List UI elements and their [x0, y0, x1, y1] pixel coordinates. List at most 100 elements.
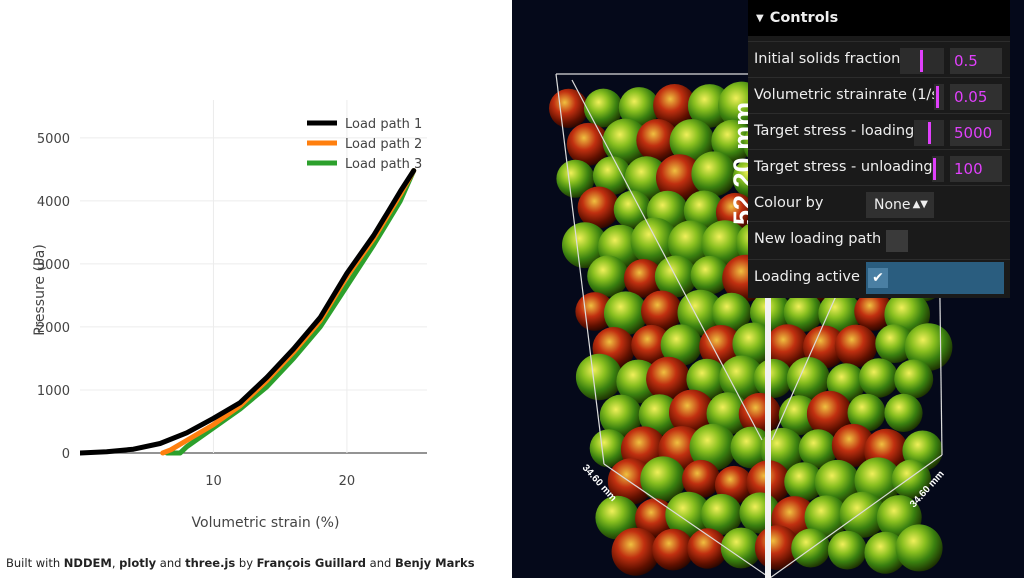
particle-sphere	[562, 222, 608, 269]
particle-sphere	[689, 423, 737, 471]
footer-text: by	[235, 556, 257, 570]
slider-knob[interactable]	[933, 158, 936, 180]
volumetric-strainrate-slider[interactable]	[934, 84, 944, 110]
particle-sphere	[701, 220, 749, 268]
particle-sphere	[720, 527, 762, 569]
particle-sphere	[831, 423, 875, 468]
particle-sphere	[699, 325, 743, 369]
colour-by-row: Colour by None ▲▼	[748, 185, 1010, 222]
slider-knob[interactable]	[928, 122, 931, 144]
target-stress-loading-label: Target stress - loading	[754, 123, 915, 139]
new-loading-path-checkbox[interactable]	[886, 230, 908, 252]
particle-sphere	[549, 88, 589, 128]
particle-sphere	[587, 255, 629, 297]
particle-sphere	[638, 394, 681, 436]
loading-active-label: Loading active	[754, 269, 860, 285]
target-stress-unloading-label: Target stress - unloading	[754, 159, 933, 175]
particle-sphere	[577, 186, 620, 229]
particle-sphere	[640, 456, 686, 502]
particle-sphere	[656, 154, 703, 202]
particle-sphere	[583, 88, 623, 128]
nddem-link[interactable]: NDDEM	[63, 556, 112, 570]
y-tick-label: 1000	[37, 384, 70, 399]
particle-sphere	[575, 353, 623, 401]
particle-sphere	[646, 356, 691, 401]
particle-sphere	[631, 324, 672, 366]
particle-sphere	[854, 291, 893, 331]
particle-sphere	[635, 498, 676, 539]
particle-sphere	[668, 220, 714, 267]
height-axis-bar	[765, 70, 771, 578]
particle-sphere	[875, 324, 915, 363]
particle-sphere	[556, 159, 595, 198]
series-line-3	[164, 168, 417, 456]
footer-text: ,	[111, 556, 120, 570]
initial-solids-fraction-slider[interactable]	[900, 48, 944, 74]
series-line-1	[80, 168, 417, 456]
particle-sphere	[618, 87, 660, 128]
particle-sphere	[784, 462, 824, 502]
particle-sphere	[687, 528, 728, 569]
footer-text: and	[156, 556, 186, 570]
particle-sphere	[701, 493, 743, 536]
target-stress-loading-row: Target stress - loading 5000	[748, 113, 1010, 150]
footer-text: Built with	[6, 556, 64, 570]
x-tick-label: 20	[339, 474, 356, 489]
particle-sphere	[653, 84, 697, 127]
particle-sphere	[814, 459, 860, 505]
particle-sphere	[630, 217, 679, 266]
footer-text: and	[366, 556, 395, 570]
new-loading-path-row: New loading path	[748, 221, 1010, 258]
pressure-strain-chart: 0 1000 2000 3000 4000 5000 10 20 Pressure (Pa) Vo…	[32, 100, 427, 531]
particle-sphere	[786, 357, 830, 400]
y-tick-label: 4000	[37, 195, 70, 210]
chart-pane: 0 1000 2000 3000 4000 5000 10 20 Pressure (Pa) Vo…	[6, 100, 475, 570]
particle-sphere	[669, 389, 715, 436]
y-tick-label: 5000	[37, 132, 70, 147]
credits-footer: Built with NDDEM, plotly and three.js by…	[6, 556, 475, 570]
threejs-link[interactable]: three.js	[185, 556, 236, 570]
loading-active-highlight	[866, 262, 1004, 294]
controls-panel: ▼ Controls Initial solids fraction 0.5 Vo…	[748, 0, 1010, 298]
loading-active-checkbox[interactable]: ✔	[868, 268, 888, 288]
y-tick-label: 2000	[37, 321, 70, 336]
target-stress-unloading-slider[interactable]	[932, 156, 944, 182]
particle-sphere	[665, 491, 712, 538]
particle-sphere	[686, 358, 728, 400]
particle-sphere	[732, 322, 776, 366]
particle-sphere	[884, 393, 923, 432]
target-stress-unloading-input[interactable]: 100	[950, 156, 1002, 182]
particle-sphere	[858, 358, 899, 398]
particle-sphere	[589, 429, 628, 468]
particle-sphere	[791, 528, 831, 568]
particle-sphere	[895, 524, 943, 572]
legend-entry[interactable]: Load path 2	[345, 137, 422, 152]
particle-sphere	[592, 156, 632, 196]
particle-sphere	[864, 531, 907, 574]
series-group	[80, 168, 417, 456]
slider-knob[interactable]	[936, 86, 939, 108]
volumetric-strainrate-input[interactable]: 0.05	[950, 84, 1002, 110]
plotly-link[interactable]: plotly	[119, 556, 157, 570]
initial-solids-fraction-label: Initial solids fraction	[754, 51, 901, 67]
initial-solids-fraction-row: Initial solids fraction 0.5	[748, 41, 1010, 78]
colour-by-select[interactable]: None ▲▼	[866, 192, 934, 218]
controls-header[interactable]: ▼ Controls	[748, 0, 1010, 36]
legend-entry[interactable]: Load path 1	[345, 117, 422, 132]
chevron-down-icon: ▼	[756, 13, 764, 24]
author-guillard: François Guillard	[256, 556, 367, 570]
initial-solids-fraction-input[interactable]: 0.5	[950, 48, 1002, 74]
volumetric-strainrate-row: Volumetric strainrate (1/s) 0.05	[748, 77, 1010, 114]
slider-knob[interactable]	[920, 50, 923, 72]
particle-sphere	[765, 324, 810, 368]
particle-sphere	[834, 324, 878, 368]
particle-sphere	[753, 358, 793, 399]
y-tick-label: 3000	[37, 258, 70, 273]
legend-entry[interactable]: Load path 3	[345, 157, 422, 172]
particle-sphere	[624, 156, 669, 201]
target-stress-loading-input[interactable]: 5000	[950, 120, 1002, 146]
particle-sphere	[660, 324, 702, 366]
select-arrows-icon: ▲▼	[912, 199, 928, 210]
target-stress-loading-slider[interactable]	[914, 120, 944, 146]
author-marks: Benjy Marks	[394, 556, 475, 570]
